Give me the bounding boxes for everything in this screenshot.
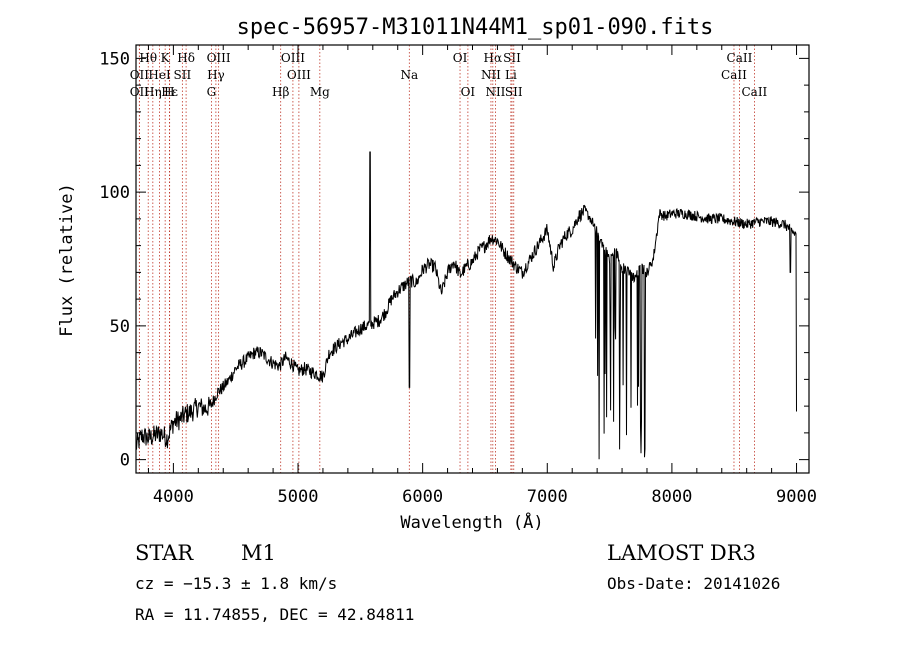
spectral-line-label: NII	[485, 85, 505, 99]
spectral-line-label: OIII	[287, 68, 311, 82]
x-tick-label: 5000	[278, 487, 319, 507]
y-tick-label: 50	[110, 317, 130, 337]
spectral-line-label: CaII	[741, 85, 767, 99]
redshift-text: cz = −15.3 ± 1.8 km/s	[135, 574, 337, 593]
x-tick-label: 8000	[651, 487, 692, 507]
spectral-line-label: Hδ	[177, 51, 195, 65]
spectral-line-label: Hη	[144, 85, 162, 99]
spectrum-line	[135, 151, 797, 460]
x-tick-label: 7000	[527, 487, 568, 507]
spectral-line-label: NII	[481, 68, 501, 82]
x-axis-label: Wavelength (Å)	[400, 511, 543, 533]
spectral-line-label: Mg	[310, 85, 330, 99]
axis-ticks-layer: 4000 5000 6000 7000 8000 9000 0 50 100 150	[99, 45, 817, 507]
spectral-line-label: OIII	[281, 51, 305, 65]
spectral-line-label: Hβ	[272, 85, 289, 99]
spectral-line-label: K	[161, 51, 171, 65]
spectral-line-label: SII	[503, 51, 521, 65]
y-axis-label: Flux (relative)	[57, 183, 77, 337]
x-tick-label: 6000	[402, 487, 443, 507]
spectral-line-label: OII	[130, 68, 150, 82]
spectral-line-label: OIII	[207, 51, 231, 65]
chart-title: spec-56957-M31011N44M1_sp01-090.fits	[237, 15, 714, 40]
spectral-line-label: CaII	[721, 68, 747, 82]
spectral-line-label: OII	[130, 85, 150, 99]
spectral-line-label: SII	[505, 85, 523, 99]
x-tick-label: 9000	[776, 487, 817, 507]
object-class: STAR	[135, 541, 194, 565]
spectral-line-label: Hθ	[139, 51, 157, 65]
x-tick-label: 4000	[153, 487, 194, 507]
spectral-line-label: G	[207, 85, 217, 99]
object-subclass: M1	[241, 541, 276, 565]
coordinates-text: RA = 11.74855, DEC = 42.84811	[135, 605, 414, 624]
spectral-line-label: Hγ	[207, 68, 225, 82]
y-tick-label: 100	[99, 183, 130, 203]
spectral-line-label: SII	[174, 68, 192, 82]
spectral-line-label: Hα	[484, 51, 503, 65]
spectral-line-label: CaII	[727, 51, 753, 65]
y-tick-label: 0	[120, 451, 130, 471]
y-tick-label: 150	[99, 49, 130, 69]
obs-date-text: Obs-Date: 20141026	[607, 574, 780, 593]
spectral-line-label: OI	[461, 85, 476, 99]
spectral-line-label: H	[164, 85, 174, 99]
spectral-line-label: Na	[400, 68, 418, 82]
spectral-line-label: HeI	[148, 68, 171, 82]
survey-name: LAMOST DR3	[607, 541, 756, 565]
spectral-line-label: Li	[505, 68, 517, 82]
spectral-line-label: OI	[453, 51, 468, 65]
